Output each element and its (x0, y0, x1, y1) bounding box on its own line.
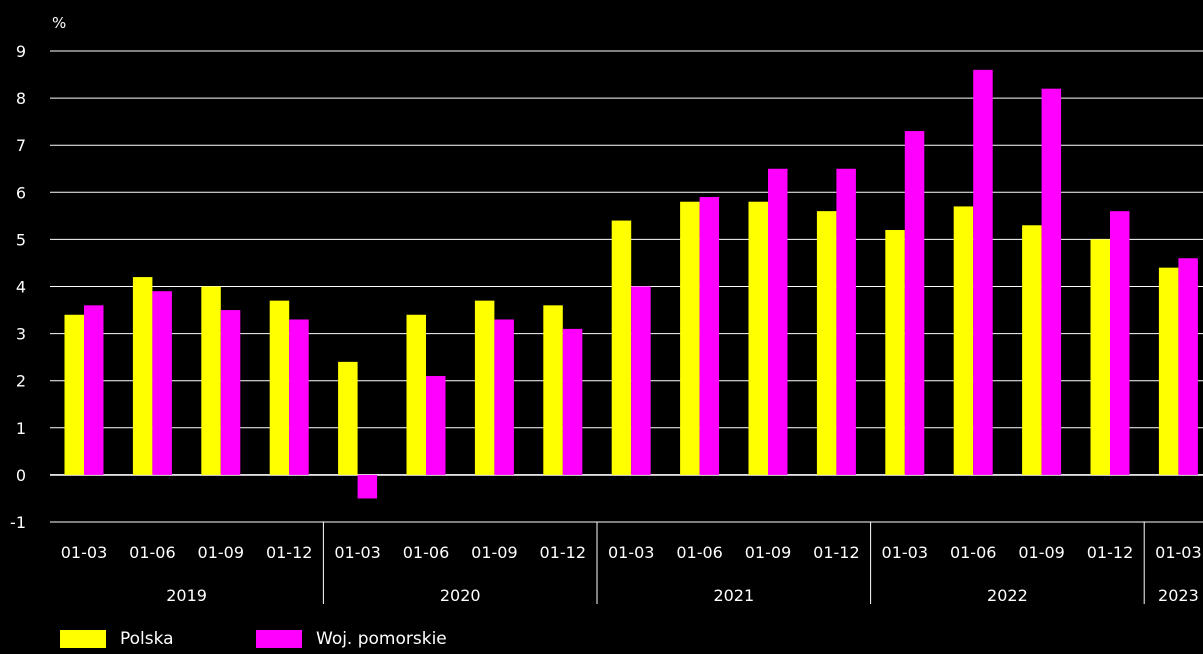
x-tick-label: 01-12 (1087, 543, 1134, 562)
legend-label-woj-pomorskie: Woj. pomorskie (316, 629, 447, 649)
x-tick-label: 01-12 (540, 543, 587, 562)
y-tick-label: 4 (16, 278, 26, 297)
legend-swatch-woj-pomorskie (256, 630, 302, 648)
bar (220, 310, 241, 475)
bar (494, 319, 514, 475)
x-tick-label: 01-06 (950, 543, 997, 562)
x-tick-label: 01-03 (61, 543, 108, 562)
group-label: 2023 (1158, 586, 1199, 605)
y-tick-label: 6 (16, 183, 26, 202)
bar-chart: % -1 0 1 2 3 4 5 6 7 8 9 01-03 01-06 01-09 01-12 01-03… (10, 14, 1203, 605)
y-tick-label: 7 (16, 136, 26, 155)
x-tick-label: 01-06 (403, 543, 450, 562)
bar (748, 201, 768, 475)
bar (132, 277, 153, 475)
legend-swatch-polska (60, 630, 106, 648)
bar (1110, 211, 1130, 475)
legend-item-polska: Polska (60, 629, 174, 649)
bar (84, 305, 104, 475)
y-tick-label: 8 (16, 89, 26, 108)
bar (1090, 239, 1110, 475)
x-tick-label: 01-06 (129, 543, 176, 562)
y-tick-label: 5 (16, 230, 26, 249)
bar (562, 328, 583, 475)
bar (973, 69, 993, 475)
x-tick-label: 01-09 (1018, 543, 1065, 562)
x-tick-label: 01-09 (198, 543, 245, 562)
legend: Polska Woj. pomorskie (0, 629, 1203, 654)
bar (1041, 88, 1062, 475)
bar (904, 131, 925, 475)
bar (611, 220, 632, 475)
group-label: 2020 (440, 586, 481, 605)
bar (631, 286, 651, 475)
bar (836, 168, 856, 475)
bar (953, 206, 974, 475)
bar (269, 300, 290, 475)
bar (1022, 225, 1042, 475)
x-tick-label: 01-12 (266, 543, 313, 562)
bar (64, 314, 84, 475)
x-tick-label: 01-09 (471, 543, 518, 562)
y-tick-label: 0 (16, 466, 26, 485)
bar (699, 197, 720, 475)
bar (816, 211, 837, 475)
x-tick-label: 01-03 (608, 543, 655, 562)
x-tick-label: 01-03 (1155, 543, 1202, 562)
bar (201, 286, 221, 475)
bar (474, 300, 495, 475)
bar (152, 291, 172, 475)
bar (1158, 267, 1179, 475)
bar (768, 168, 788, 475)
x-tick-label: 01-03 (882, 543, 929, 562)
x-tick-label: 01-12 (813, 543, 860, 562)
y-tick-label: 2 (16, 372, 26, 391)
bar (289, 319, 309, 475)
group-label: 2021 (713, 586, 754, 605)
y-axis-unit: % (52, 14, 66, 32)
bar (680, 201, 700, 475)
group-label: 2022 (987, 586, 1028, 605)
x-tick-label: 01-06 (676, 543, 723, 562)
y-tick-label: 3 (16, 325, 26, 344)
group-label: 2019 (166, 586, 207, 605)
x-tick-label: 01-09 (745, 543, 792, 562)
legend-label-polska: Polska (120, 629, 174, 649)
y-tick-label: 1 (16, 419, 26, 438)
bar (426, 375, 446, 475)
bar (885, 229, 905, 475)
bar (338, 361, 358, 475)
bar (357, 474, 378, 499)
bar (406, 314, 426, 475)
x-tick-label: 01-03 (334, 543, 381, 562)
legend-item-woj-pomorskie: Woj. pomorskie (256, 629, 447, 649)
y-tick-label: -1 (10, 513, 26, 532)
y-tick-label: 9 (16, 42, 26, 61)
bar (1178, 258, 1198, 475)
bar (543, 305, 563, 475)
